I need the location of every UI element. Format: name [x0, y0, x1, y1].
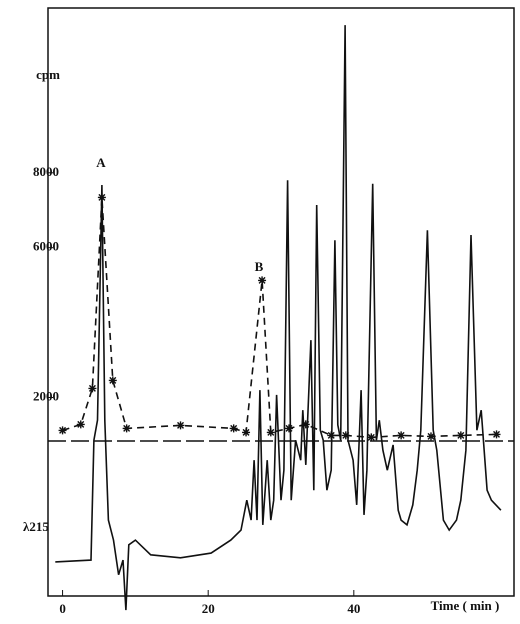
- y-tick-label: 2000: [33, 388, 59, 403]
- point-marker: [367, 433, 376, 442]
- y-tick-label: 6000: [33, 239, 59, 254]
- x-tick-label: 0: [59, 601, 66, 616]
- y-axis-label: cpm: [36, 67, 60, 82]
- y-tick-label: 8000: [33, 164, 59, 179]
- point-marker: [242, 428, 251, 437]
- point-marker: [76, 420, 85, 429]
- annotation: B: [255, 259, 264, 274]
- point-marker: [122, 424, 131, 433]
- point-marker: [266, 428, 275, 437]
- point-marker: [88, 384, 97, 393]
- annotation: A: [96, 155, 106, 170]
- series-line: [62, 197, 497, 439]
- x-tick-label: 20: [202, 601, 215, 616]
- point-marker: [258, 276, 267, 285]
- point-marker: [176, 421, 185, 430]
- point-marker: [426, 432, 435, 441]
- point-marker: [301, 420, 310, 429]
- point-marker: [456, 431, 465, 440]
- point-marker: [285, 424, 294, 433]
- x-axis-label: Time ( min ): [431, 598, 500, 613]
- series-line: [55, 25, 502, 611]
- point-marker: [397, 431, 406, 440]
- point-marker: [108, 376, 117, 385]
- point-marker: [341, 431, 350, 440]
- point-marker: [229, 424, 238, 433]
- point-marker: [492, 430, 501, 439]
- y2-axis-label: λ215: [23, 519, 49, 534]
- plot-frame: [47, 7, 515, 597]
- point-marker: [58, 426, 67, 435]
- x-tick-label: 40: [347, 601, 360, 616]
